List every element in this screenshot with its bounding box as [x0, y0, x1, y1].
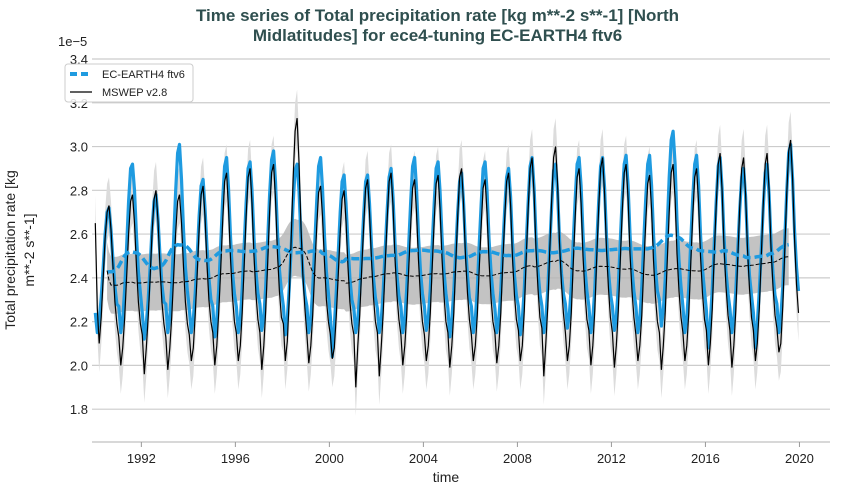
ec-earth4-monthly-line — [93, 129, 801, 359]
legend: EC-EARTH4 ftv6 MSWEP v2.8 — [64, 63, 194, 103]
x-tick-label: 2020 — [785, 451, 814, 466]
y-offset-label: 1e−5 — [58, 34, 87, 49]
y-tick-label: 2.0 — [70, 358, 88, 373]
y-tick-label: 3.0 — [70, 140, 88, 155]
y-axis-label-line-2: m**-2 s**-1] — [21, 213, 37, 286]
legend-label-ec-earth4: EC-EARTH4 ftv6 — [102, 69, 185, 81]
x-tick-label: 2004 — [409, 451, 438, 466]
x-tick-label: 1996 — [221, 451, 250, 466]
y-tick-label: 2.8 — [70, 183, 88, 198]
x-tick-label: 2012 — [597, 451, 626, 466]
y-axis-label-line-1: Total precipitation rate [kg — [2, 170, 18, 330]
y-tick-label: 3.4 — [70, 52, 88, 67]
y-tick-label: 2.2 — [70, 315, 88, 330]
x-tick-label: 2016 — [691, 451, 720, 466]
y-tick-label: 1.8 — [70, 402, 88, 417]
title-line-1: Time series of Total precipitation rate … — [195, 6, 680, 25]
mswep-monthly-line — [94, 118, 800, 388]
mswep-annual-mean-line — [106, 246, 789, 286]
x-tick-label: 2000 — [315, 451, 344, 466]
x-tick-label: 2008 — [503, 451, 532, 466]
x-axis-label: time — [433, 469, 460, 485]
chart-title: Time series of Total precipitation rate … — [0, 6, 843, 46]
title-line-2: Midlatitudes] for ece4-tuning EC-EARTH4 … — [252, 26, 623, 45]
y-tick-label: 2.4 — [70, 271, 88, 286]
x-tick-label: 1992 — [127, 451, 156, 466]
ec-earth4-annual-mean-line — [106, 233, 789, 274]
legend-label-mswep: MSWEP v2.8 — [102, 87, 167, 99]
legend-box — [64, 63, 194, 103]
y-tick-label: 2.6 — [70, 227, 88, 242]
